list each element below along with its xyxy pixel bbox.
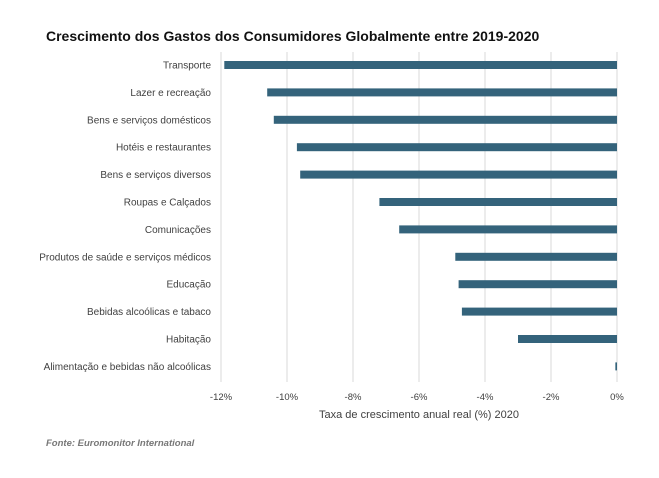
bar — [224, 61, 618, 69]
category-label: Transporte — [163, 61, 211, 72]
category-label: Bens e serviços diversos — [100, 170, 211, 181]
x-axis-title: Taxa de crescimento anual real (%) 2020 — [319, 409, 519, 421]
category-label: Hotéis e restaurantes — [116, 143, 211, 154]
bar — [379, 198, 617, 206]
category-label: Lazer e recreação — [130, 88, 211, 99]
x-tick-label: -10% — [276, 392, 299, 403]
category-label: Bebidas alcoólicas e tabaco — [87, 307, 211, 318]
bar — [615, 362, 617, 371]
bar — [518, 335, 617, 343]
bar — [267, 88, 617, 97]
category-label: Habitação — [166, 335, 211, 346]
category-label: Comunicações — [145, 225, 211, 236]
category-label: Roupas e Calçados — [124, 198, 211, 209]
category-label: Alimentação e bebidas não alcoólicas — [44, 362, 211, 373]
bar — [458, 280, 617, 289]
bar — [296, 143, 617, 152]
bar — [461, 307, 617, 316]
category-label: Bens e serviços domésticos — [87, 115, 211, 126]
x-tick-label: -2% — [543, 392, 560, 403]
x-tick-label: -8% — [345, 392, 362, 403]
bar — [399, 225, 617, 234]
bar — [300, 170, 617, 179]
x-tick-label: 0% — [610, 392, 624, 403]
category-label: Produtos de saúde e serviços médicos — [39, 252, 211, 263]
bar — [455, 252, 617, 261]
category-label: Educação — [167, 280, 212, 291]
bar — [273, 115, 617, 124]
x-tick-label: -4% — [477, 392, 494, 403]
source-note: Fonte: Euromonitor International — [46, 438, 195, 449]
x-tick-label: -6% — [411, 392, 428, 403]
x-tick-label: -12% — [210, 392, 233, 403]
chart-title: Crescimento dos Gastos dos Consumidores … — [46, 28, 540, 44]
